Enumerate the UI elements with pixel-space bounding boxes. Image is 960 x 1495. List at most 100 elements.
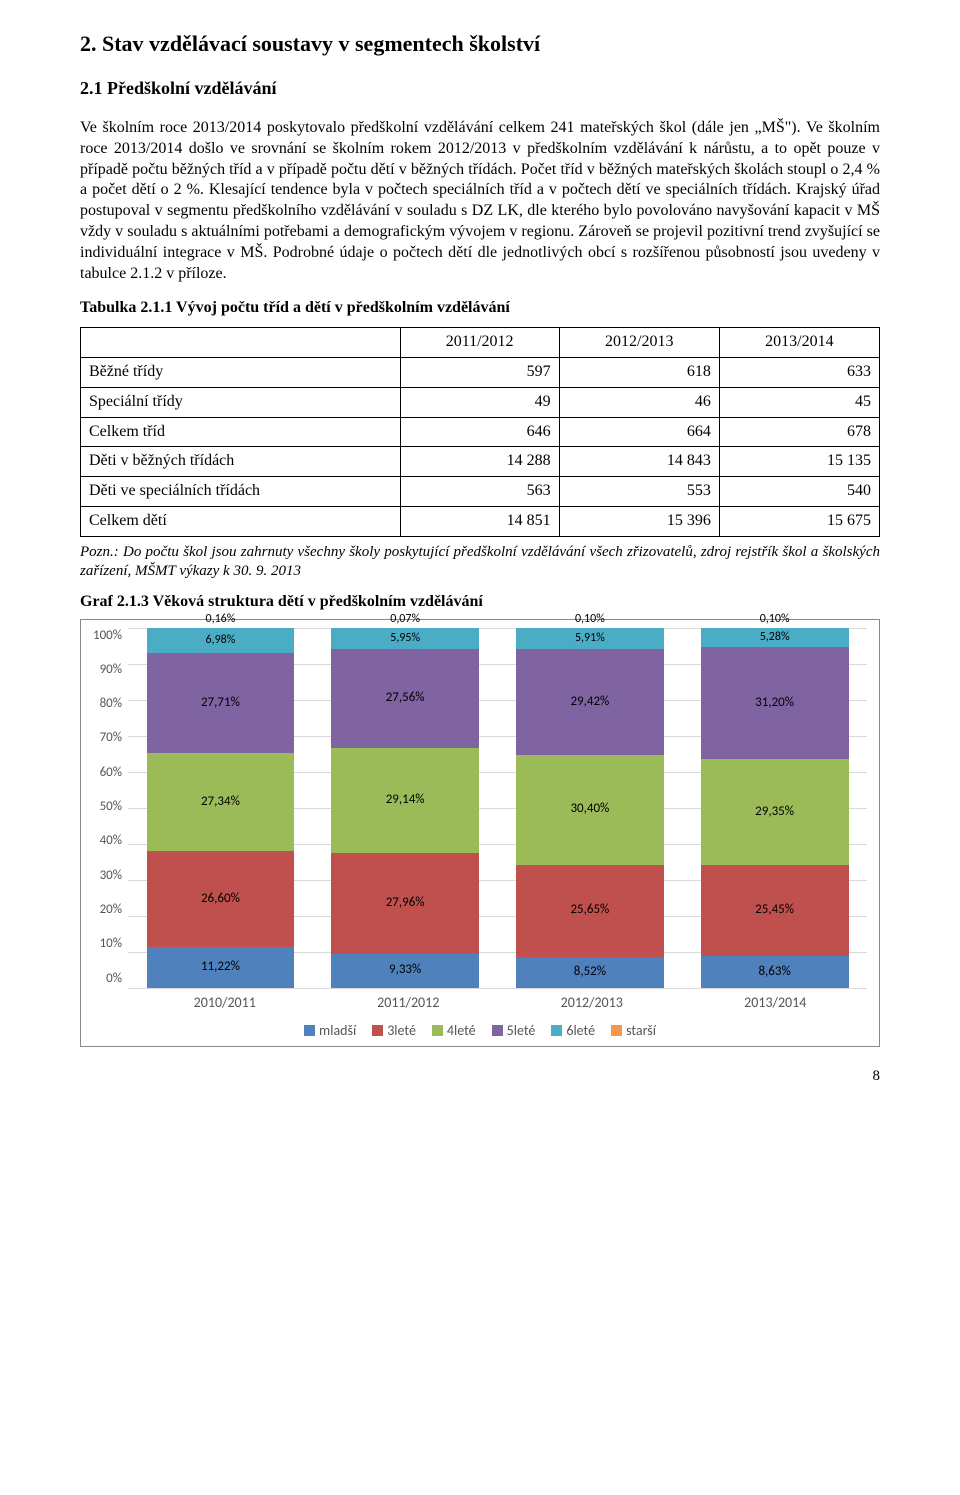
y-tick-label: 90%	[100, 662, 122, 679]
bar-segment: 9,33%	[331, 954, 479, 988]
bar-segment: 25,65%	[516, 865, 664, 957]
legend-swatch	[492, 1025, 503, 1036]
table-cell: 540	[719, 477, 879, 507]
table-cell: 678	[719, 417, 879, 447]
y-tick-label: 60%	[100, 765, 122, 782]
table-cell: 633	[719, 357, 879, 387]
table-header-cell	[81, 328, 401, 358]
legend-label: 6leté	[566, 1022, 595, 1040]
legend-swatch	[551, 1025, 562, 1036]
legend-item: 5leté	[492, 1022, 536, 1040]
bar-segment: 30,40%	[516, 755, 664, 864]
bar-segment-label: 0,07%	[331, 612, 479, 628]
chart-caption: Graf 2.1.3 Věková struktura dětí v předš…	[80, 592, 880, 613]
bar-column: 0,07%9,33%27,96%29,14%27,56%5,95%	[331, 628, 479, 988]
bar-segment: 25,45%	[701, 865, 849, 957]
bar-segment: 5,28%	[701, 628, 849, 647]
chart-bars: 0,16%11,22%26,60%27,34%27,71%6,98%0,07%9…	[128, 628, 867, 988]
bar-segment: 6,98%	[147, 628, 295, 653]
table-cell: 49	[400, 387, 559, 417]
table-cell: Speciální třídy	[81, 387, 401, 417]
table-cell: 618	[559, 357, 719, 387]
page-number: 8	[80, 1067, 880, 1087]
table-cell: 14 288	[400, 447, 559, 477]
legend-item: 6leté	[551, 1022, 595, 1040]
bar-segment: 27,71%	[147, 653, 295, 753]
bar-column: 0,10%8,63%25,45%29,35%31,20%5,28%	[701, 628, 849, 988]
table-row: Běžné třídy597618633	[81, 357, 880, 387]
y-tick-label: 20%	[100, 902, 122, 919]
table-cell: 646	[400, 417, 559, 447]
bar-segment: 29,14%	[331, 748, 479, 853]
y-tick-label: 40%	[100, 833, 122, 850]
legend-item: starší	[611, 1022, 656, 1040]
table-caption: Tabulka 2.1.1 Vývoj počtu tříd a dětí v …	[80, 298, 880, 319]
legend-swatch	[432, 1025, 443, 1036]
bar-segment: 11,22%	[147, 947, 295, 987]
table-cell: 15 396	[559, 506, 719, 536]
chart-y-axis: 100%90%80%70%60%50%40%30%20%10%0%	[93, 628, 128, 988]
legend-label: 4leté	[447, 1022, 476, 1040]
legend-swatch	[304, 1025, 315, 1036]
section-title: 2. Stav vzdělávací soustavy v segmentech…	[80, 30, 880, 59]
table-row: Děti v běžných třídách14 28814 84315 135	[81, 447, 880, 477]
data-table: 2011/20122012/20132013/2014 Běžné třídy5…	[80, 327, 880, 537]
table-cell: 14 843	[559, 447, 719, 477]
bar-segment: 8,52%	[516, 957, 664, 988]
table-cell: 664	[559, 417, 719, 447]
table-row: Speciální třídy494645	[81, 387, 880, 417]
bar-segment: 26,60%	[147, 851, 295, 947]
table-cell: 553	[559, 477, 719, 507]
table-header-cell: 2012/2013	[559, 328, 719, 358]
table-cell: 15 135	[719, 447, 879, 477]
table-cell: 46	[559, 387, 719, 417]
table-row: Celkem dětí14 85115 39615 675	[81, 506, 880, 536]
table-header-cell: 2013/2014	[719, 328, 879, 358]
bar-segment: 29,35%	[701, 759, 849, 865]
y-tick-label: 80%	[100, 696, 122, 713]
bar-segment: 27,56%	[331, 649, 479, 748]
bar-column: 0,16%11,22%26,60%27,34%27,71%6,98%	[147, 628, 295, 988]
table-cell: 14 851	[400, 506, 559, 536]
bar-segment-label: 0,10%	[701, 612, 849, 628]
y-tick-label: 100%	[93, 628, 122, 645]
table-cell: 45	[719, 387, 879, 417]
y-tick-label: 0%	[106, 971, 122, 988]
paragraph-body: Ve školním roce 2013/2014 poskytovalo př…	[80, 118, 880, 284]
chart-x-axis: 2010/20112011/20122012/20132013/2014	[133, 988, 867, 1012]
table-cell: Běžné třídy	[81, 357, 401, 387]
table-row: Děti ve speciálních třídách563553540	[81, 477, 880, 507]
table-cell: Celkem tříd	[81, 417, 401, 447]
y-tick-label: 70%	[100, 730, 122, 747]
legend-swatch	[611, 1025, 622, 1036]
x-tick-label: 2010/2011	[133, 988, 317, 1012]
table-row: Celkem tříd646664678	[81, 417, 880, 447]
bar-segment: 5,95%	[331, 628, 479, 649]
bar-segment: 27,34%	[147, 753, 295, 851]
bar-segment-label: 0,10%	[516, 612, 664, 628]
subsection-title: 2.1 Předškolní vzdělávání	[80, 77, 880, 100]
table-cell: Děti v běžných třídách	[81, 447, 401, 477]
legend-swatch	[372, 1025, 383, 1036]
table-header-cell: 2011/2012	[400, 328, 559, 358]
x-tick-label: 2013/2014	[684, 988, 868, 1012]
chart-legend: mladší 3leté 4leté 5leté 6leté starší	[93, 1022, 867, 1040]
bar-segment: 5,91%	[516, 628, 664, 649]
y-tick-label: 50%	[100, 799, 122, 816]
legend-item: mladší	[304, 1022, 356, 1040]
table-cell: 15 675	[719, 506, 879, 536]
legend-item: 4leté	[432, 1022, 476, 1040]
x-tick-label: 2012/2013	[500, 988, 684, 1012]
bar-segment: 31,20%	[701, 647, 849, 759]
table-cell: Děti ve speciálních třídách	[81, 477, 401, 507]
legend-label: 3leté	[387, 1022, 416, 1040]
bar-column: 0,10%8,52%25,65%30,40%29,42%5,91%	[516, 628, 664, 988]
table-footnote: Pozn.: Do počtu škol jsou zahrnuty všech…	[80, 543, 880, 582]
legend-label: mladší	[319, 1022, 356, 1040]
legend-label: 5leté	[507, 1022, 536, 1040]
bar-segment-label: 0,16%	[147, 612, 295, 628]
bar-segment: 27,96%	[331, 853, 479, 954]
y-tick-label: 10%	[100, 936, 122, 953]
legend-label: starší	[626, 1022, 656, 1040]
bar-segment: 8,63%	[701, 956, 849, 987]
